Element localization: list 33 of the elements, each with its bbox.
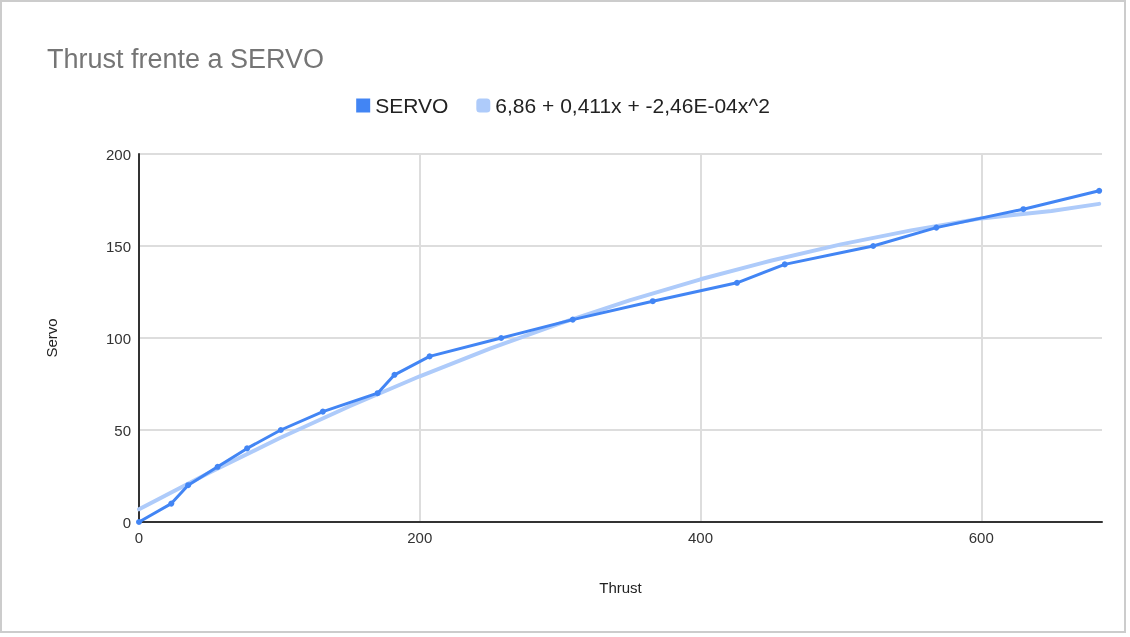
point [374,390,381,397]
point [870,243,877,249]
y-axis-title: Servo [43,318,60,358]
point [734,279,741,286]
point [214,463,221,470]
x-axis-title: Thrust [599,579,643,596]
legend-label: SERVO [375,94,449,117]
point [649,298,656,305]
point [319,408,326,415]
x-tick-label: 0 [134,529,144,546]
y-tick-label: 150 [105,237,131,255]
point [1020,206,1027,213]
chart-title: Thrust frente a SERVO [47,43,325,74]
point [781,261,788,268]
y-tick-label: 100 [105,329,131,347]
point [498,335,505,341]
y-tick-label: 0 [122,513,131,531]
x-tick-label: 600 [968,529,994,546]
point [277,427,284,433]
point [185,482,192,489]
point [933,224,940,231]
legend-label: 6,86 + 0,411x + -2,46E-04x^2 [495,94,770,117]
point [426,353,433,360]
point [244,445,251,452]
point [1096,187,1103,194]
x-tick-label: 200 [407,529,433,546]
point [391,371,398,378]
x-tick-label: 400 [688,529,714,546]
y-tick-label: 50 [114,421,131,439]
point [136,519,142,525]
point [168,500,175,507]
y-tick-label: 200 [105,145,131,163]
point [569,316,576,323]
